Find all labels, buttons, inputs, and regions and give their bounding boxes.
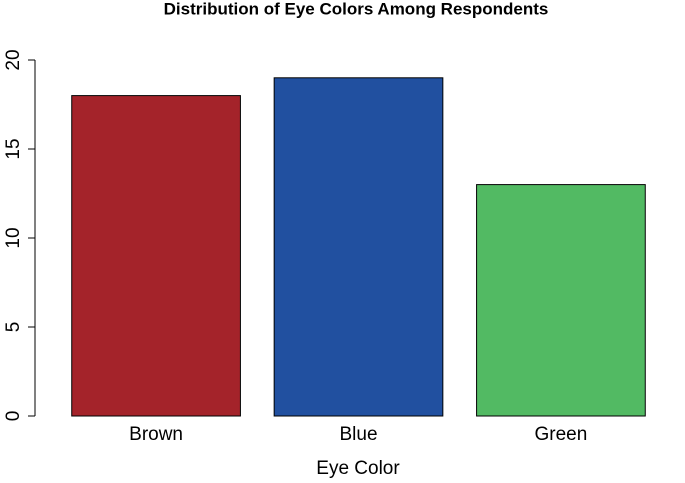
x-axis-label: Eye Color bbox=[316, 458, 400, 479]
x-tick-label: Green bbox=[535, 424, 588, 445]
bar bbox=[273, 77, 444, 417]
y-tick-label: 0 bbox=[3, 411, 24, 422]
chart-title: Distribution of Eye Colors Among Respond… bbox=[164, 0, 549, 18]
bar bbox=[476, 184, 646, 417]
x-tick-label: Brown bbox=[129, 424, 183, 445]
bar bbox=[71, 95, 241, 417]
y-tick-label: 10 bbox=[3, 227, 24, 248]
x-tick-label: Blue bbox=[339, 424, 377, 445]
y-tick-label: 15 bbox=[3, 138, 24, 159]
y-tick-label: 5 bbox=[3, 322, 24, 333]
y-tick-label: 20 bbox=[3, 49, 24, 70]
